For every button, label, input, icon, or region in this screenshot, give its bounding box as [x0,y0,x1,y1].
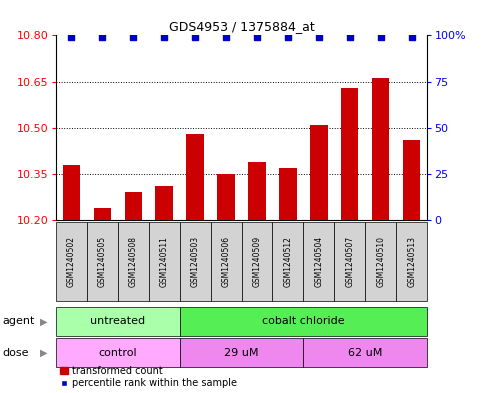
Bar [180,222,211,301]
Text: GSM1240511: GSM1240511 [159,236,169,287]
Text: ▶: ▶ [40,316,47,326]
Bar [186,134,203,220]
Bar [62,165,80,220]
Bar [303,338,427,367]
Text: GSM1240506: GSM1240506 [222,236,230,287]
Text: GSM1240512: GSM1240512 [284,236,293,287]
Text: dose: dose [2,348,29,358]
Text: GSM1240505: GSM1240505 [98,236,107,287]
Bar [366,222,397,301]
Title: GDS4953 / 1375884_at: GDS4953 / 1375884_at [169,20,314,33]
Text: GSM1240507: GSM1240507 [345,236,355,287]
Bar [280,168,297,220]
Text: GSM1240503: GSM1240503 [190,236,199,287]
Bar [56,307,180,336]
Bar [372,79,389,220]
Bar [211,222,242,301]
Text: untreated: untreated [90,316,145,326]
Text: GSM1240504: GSM1240504 [314,236,324,287]
Bar [125,193,142,220]
Text: GSM1240510: GSM1240510 [376,236,385,287]
Bar [341,88,358,220]
Bar [56,338,180,367]
Bar [180,307,427,336]
Text: cobalt chloride: cobalt chloride [262,316,345,326]
Text: GSM1240508: GSM1240508 [128,236,138,287]
Bar [149,222,180,301]
Legend: transformed count, percentile rank within the sample: transformed count, percentile rank withi… [60,366,237,388]
Bar [242,222,272,301]
Bar [56,222,86,301]
Bar [334,222,366,301]
Text: control: control [98,348,137,358]
Bar [86,222,117,301]
Bar [311,125,327,220]
Text: 62 uM: 62 uM [348,348,383,358]
Bar [180,338,303,367]
Text: ▶: ▶ [40,348,47,358]
Bar [397,222,427,301]
Bar [94,208,111,220]
Bar [272,222,303,301]
Bar [248,162,266,220]
Text: GSM1240502: GSM1240502 [67,236,75,287]
Bar [156,186,172,220]
Bar [117,222,149,301]
Text: 29 uM: 29 uM [224,348,259,358]
Bar [217,174,235,220]
Text: agent: agent [2,316,35,326]
Text: GSM1240509: GSM1240509 [253,236,261,287]
Bar [303,222,334,301]
Bar [403,140,421,220]
Text: GSM1240513: GSM1240513 [408,236,416,287]
